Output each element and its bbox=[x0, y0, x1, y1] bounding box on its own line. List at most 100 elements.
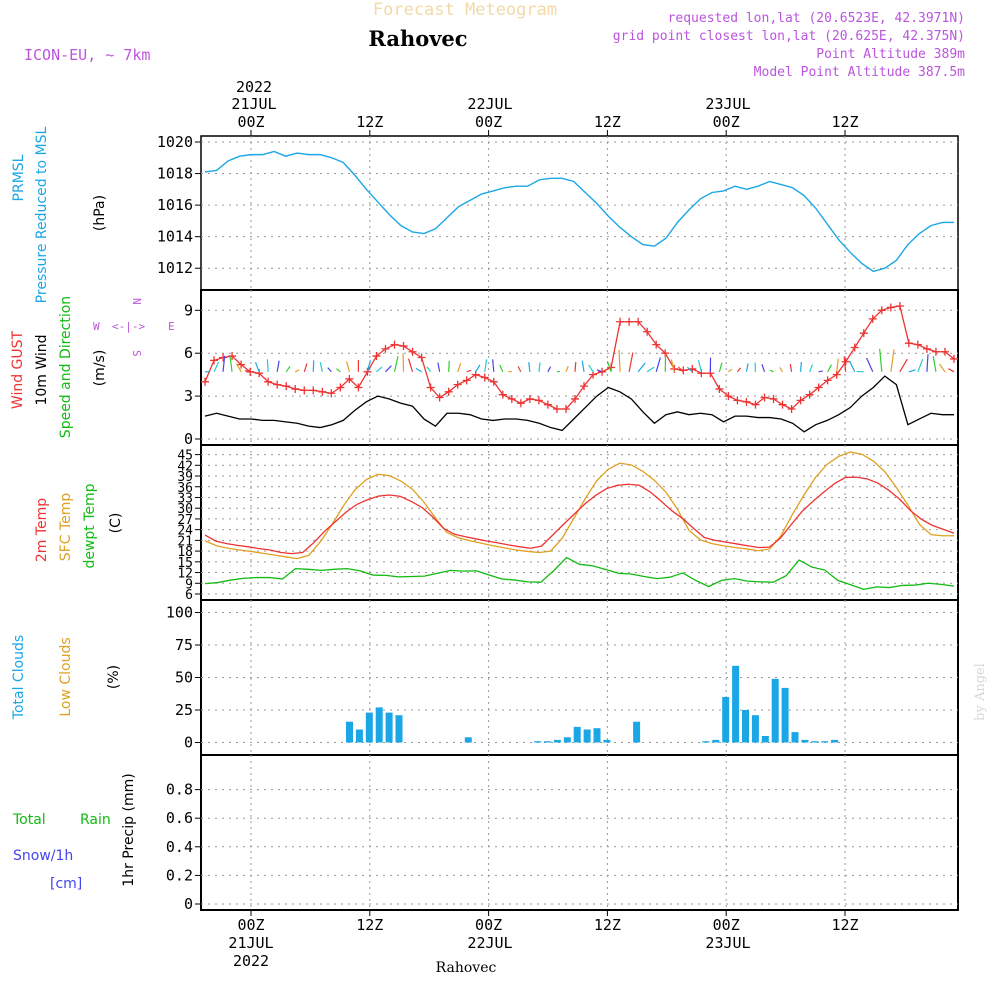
wind-arrow bbox=[294, 369, 300, 373]
gust-marker bbox=[282, 382, 291, 391]
cloud-bar bbox=[742, 710, 749, 743]
gust-marker bbox=[219, 353, 228, 362]
top-hour-label: 00Z bbox=[237, 113, 264, 131]
bottom-hour-label: 12Z bbox=[831, 916, 858, 934]
credit-label: by Angel bbox=[973, 663, 988, 721]
gust-marker bbox=[426, 383, 435, 392]
gust-label: Wind GUST bbox=[10, 330, 26, 409]
gust-marker bbox=[435, 393, 444, 402]
prmsl-label: PRMSL bbox=[11, 154, 27, 201]
y-tick-label: 6 bbox=[185, 588, 193, 603]
wind-label: 10m Wind bbox=[34, 334, 50, 405]
wind-dir-label: Speed and Direction bbox=[58, 296, 74, 438]
cloud-bar bbox=[563, 737, 571, 743]
dewpt-line bbox=[204, 556, 955, 591]
y-tick-label: 0.8 bbox=[166, 781, 193, 799]
cloud-bar bbox=[751, 715, 759, 743]
y-tick-label: 9 bbox=[185, 577, 193, 592]
y-tick-label: 42 bbox=[177, 459, 193, 474]
cloud-bar bbox=[811, 741, 819, 743]
panel-pressure: 1012 1014 1016 1018 1020 bbox=[157, 133, 959, 291]
wind-arrow bbox=[276, 360, 280, 372]
y-tick-label: 1014 bbox=[157, 228, 193, 246]
model-altitude: Model Point Altitude 387.5m bbox=[754, 65, 965, 80]
wind-arrow bbox=[686, 366, 693, 373]
y-tick-label: 1020 bbox=[157, 133, 193, 151]
wind-arrow bbox=[385, 365, 392, 373]
wind-arrow bbox=[457, 362, 462, 372]
cloud-bar bbox=[375, 707, 383, 743]
cloud-bar bbox=[781, 687, 789, 743]
wind-arrow bbox=[779, 367, 784, 373]
gust-marker bbox=[886, 303, 895, 312]
gust-marker bbox=[291, 384, 300, 393]
bottom-day-1: 21JUL bbox=[228, 934, 273, 952]
wind-arrow bbox=[809, 364, 814, 373]
gust-marker bbox=[417, 353, 426, 362]
wind-arrow bbox=[799, 362, 802, 372]
gust-marker bbox=[561, 404, 570, 413]
top-day-2: 22JUL bbox=[467, 95, 512, 113]
wind-arrow bbox=[499, 364, 504, 373]
wind-arrow bbox=[899, 358, 908, 373]
requested-coords: requested lon,lat (20.6523E, 42.3971N) bbox=[668, 11, 965, 26]
gust-marker bbox=[931, 347, 940, 356]
prmsl-sub-label: Pressure Reduced to MSL bbox=[34, 126, 50, 303]
wind-arrow bbox=[646, 366, 655, 373]
wind-arrow bbox=[745, 363, 749, 372]
y-tick-label: 12 bbox=[177, 567, 193, 582]
cloud-bar bbox=[573, 726, 581, 743]
cloud-bar bbox=[365, 712, 373, 743]
wind-arrow bbox=[697, 360, 702, 372]
top-day-3: 23JUL bbox=[705, 95, 750, 113]
gust-marker bbox=[498, 390, 507, 399]
gust-marker bbox=[552, 404, 561, 413]
wind-arrow bbox=[303, 363, 308, 372]
wind-arrow bbox=[528, 362, 531, 372]
y-tick-label: 50 bbox=[175, 669, 193, 687]
gust-marker bbox=[390, 340, 399, 349]
cloud-bar bbox=[732, 665, 740, 743]
gust-marker bbox=[751, 400, 760, 409]
wind-arrow bbox=[655, 357, 661, 372]
wind-arrow bbox=[908, 369, 916, 373]
gust-marker bbox=[832, 370, 841, 379]
wind-arrow bbox=[335, 368, 341, 373]
wind-arrow bbox=[728, 368, 733, 373]
panel-frame bbox=[200, 135, 959, 291]
wind-arrow bbox=[769, 369, 774, 373]
top-year: 2022 bbox=[236, 78, 272, 96]
panel-frame bbox=[200, 754, 959, 911]
gust-marker bbox=[913, 340, 922, 349]
wind-arrow bbox=[628, 352, 634, 372]
panel-frame bbox=[200, 289, 959, 446]
gust-marker bbox=[462, 376, 471, 385]
y-tick-label: 0 bbox=[184, 734, 193, 752]
bottom-hour-label: 00Z bbox=[475, 916, 502, 934]
compass-e: E bbox=[168, 320, 175, 333]
wind-arrow bbox=[222, 355, 226, 372]
gust-marker bbox=[859, 329, 868, 338]
wind-arrow bbox=[426, 366, 432, 373]
y-tick-label: 3 bbox=[184, 387, 193, 405]
y-tick-label: 21 bbox=[177, 534, 193, 549]
gust-marker bbox=[327, 389, 336, 398]
gust-marker bbox=[787, 404, 796, 413]
wind-arrow bbox=[376, 366, 383, 373]
y-tick-label: 25 bbox=[175, 701, 193, 719]
bottom-year: 2022 bbox=[233, 952, 269, 970]
gust-marker bbox=[408, 347, 417, 356]
wind-arrow bbox=[235, 363, 242, 373]
wind-arrow bbox=[565, 366, 569, 373]
cloud-bar bbox=[712, 739, 720, 743]
gust-marker bbox=[525, 394, 534, 403]
gust-marker bbox=[354, 383, 363, 392]
y-tick-label: 1018 bbox=[157, 165, 193, 183]
wind-arrow bbox=[517, 366, 522, 373]
gust-marker bbox=[796, 396, 805, 405]
wind-arrow bbox=[606, 360, 612, 372]
wind-line bbox=[204, 375, 954, 433]
gust-marker bbox=[616, 317, 625, 326]
